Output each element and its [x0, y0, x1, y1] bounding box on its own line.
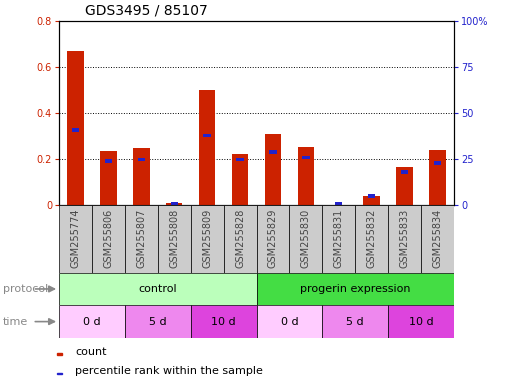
Bar	[59, 273, 256, 305]
Bar	[170, 202, 178, 205]
Text: GSM255834: GSM255834	[432, 209, 443, 268]
Bar	[158, 205, 191, 273]
Bar	[105, 159, 112, 163]
Bar	[322, 205, 355, 273]
Text: 10 d: 10 d	[409, 316, 433, 327]
Text: GSM255806: GSM255806	[104, 209, 113, 268]
Text: control: control	[139, 284, 177, 294]
Bar	[256, 305, 322, 338]
Bar	[368, 194, 376, 198]
Bar	[364, 196, 380, 205]
Bar	[67, 51, 84, 205]
Bar	[57, 372, 62, 374]
Bar	[224, 205, 256, 273]
Bar	[434, 161, 441, 165]
Text: GSM255831: GSM255831	[334, 209, 344, 268]
Bar	[322, 305, 388, 338]
Bar	[232, 154, 248, 205]
Bar	[265, 134, 281, 205]
Bar	[388, 205, 421, 273]
Bar	[125, 205, 158, 273]
Bar	[166, 203, 183, 205]
Text: GSM255807: GSM255807	[136, 209, 146, 268]
Bar	[298, 147, 314, 205]
Bar	[204, 134, 211, 137]
Text: protocol: protocol	[3, 284, 48, 294]
Bar	[256, 273, 454, 305]
Bar	[429, 150, 446, 205]
Bar	[191, 205, 224, 273]
Text: GSM255828: GSM255828	[235, 209, 245, 268]
Text: count: count	[75, 347, 107, 357]
Bar	[191, 305, 256, 338]
Text: 0 d: 0 d	[83, 316, 101, 327]
Text: GSM255809: GSM255809	[202, 209, 212, 268]
Bar	[401, 170, 408, 174]
Bar	[355, 205, 388, 273]
Text: progerin expression: progerin expression	[300, 284, 410, 294]
Bar	[236, 157, 244, 161]
Bar	[388, 305, 454, 338]
Text: GSM255832: GSM255832	[367, 209, 377, 268]
Bar	[397, 167, 413, 205]
Text: 5 d: 5 d	[346, 316, 364, 327]
Text: percentile rank within the sample: percentile rank within the sample	[75, 366, 263, 376]
Text: GDS3495 / 85107: GDS3495 / 85107	[85, 3, 207, 17]
Bar	[59, 205, 92, 273]
Bar	[289, 205, 322, 273]
Bar	[256, 205, 289, 273]
Text: GSM255833: GSM255833	[400, 209, 409, 268]
Text: GSM255774: GSM255774	[70, 209, 81, 268]
Bar	[335, 202, 343, 205]
Bar	[269, 150, 277, 154]
Bar	[72, 128, 79, 132]
Bar	[133, 148, 149, 205]
Text: GSM255829: GSM255829	[268, 209, 278, 268]
Text: time: time	[3, 316, 28, 327]
Text: GSM255808: GSM255808	[169, 209, 179, 268]
Bar	[125, 305, 191, 338]
Bar	[302, 156, 309, 159]
Bar	[100, 151, 116, 205]
Text: GSM255830: GSM255830	[301, 209, 311, 268]
Bar	[421, 205, 454, 273]
Text: 5 d: 5 d	[149, 316, 167, 327]
Text: 0 d: 0 d	[281, 316, 298, 327]
Bar	[137, 157, 145, 161]
Bar	[57, 353, 62, 355]
Bar	[92, 205, 125, 273]
Bar	[59, 305, 125, 338]
Bar	[199, 90, 215, 205]
Text: 10 d: 10 d	[211, 316, 236, 327]
